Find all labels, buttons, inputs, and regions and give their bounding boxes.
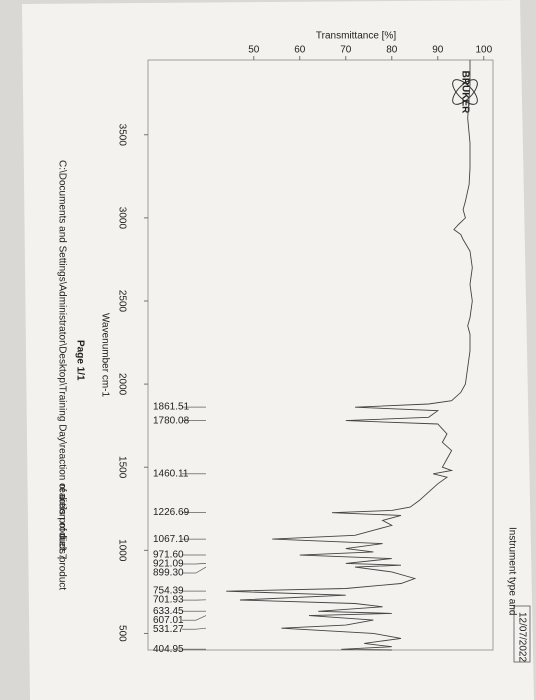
y-tick-label: 70 <box>340 45 352 56</box>
x-tick-label: 2000 <box>116 373 127 396</box>
peak-label: 1226.69 <box>153 507 190 518</box>
peak-label: 404.95 <box>153 644 184 655</box>
peak-leader <box>195 627 207 630</box>
file-path: C:\Documents and Settings\Administrator\… <box>56 160 67 560</box>
paper <box>22 0 534 700</box>
x-axis-label: Wavenumber cm-1 <box>99 313 110 398</box>
peak-leader <box>195 566 207 574</box>
x-tick-label: 2500 <box>116 290 127 313</box>
date-box <box>513 605 531 663</box>
peak-leader <box>195 563 207 565</box>
peak-label: 754.39 <box>153 586 184 597</box>
x-tick-label: 1500 <box>116 456 127 479</box>
y-tick-label: 80 <box>386 45 398 56</box>
peak-label: 1780.08 <box>153 415 190 426</box>
y-tick-label: 50 <box>248 45 260 56</box>
page-number: Page 1/1 <box>74 340 85 381</box>
axis-title: Transmittance [%] <box>316 31 396 42</box>
peak-label: 607.01 <box>153 615 184 626</box>
peak-label: 633.45 <box>153 606 184 617</box>
sample-name: reaction of diels product <box>56 484 67 590</box>
peak-label: 531.27 <box>153 624 184 635</box>
x-tick-label: 500 <box>116 625 127 642</box>
peak-label: 1460.11 <box>153 468 189 479</box>
peak-label: 1067.10 <box>153 534 190 545</box>
peak-leader <box>195 615 207 621</box>
logo-text: BRUKER <box>459 71 470 115</box>
peak-label: 1861.51 <box>153 402 190 413</box>
peak-label: 971.60 <box>153 550 184 561</box>
instrument: Instrument type and <box>506 527 517 615</box>
plot-frame <box>147 59 494 651</box>
y-tick-label: 100 <box>475 45 492 56</box>
spectrum-line <box>226 60 473 651</box>
logo-orbit <box>452 79 478 105</box>
x-tick-label: 3500 <box>116 124 127 147</box>
y-tick-label: 90 <box>432 45 444 56</box>
date: 12/07/2022 <box>516 612 527 662</box>
y-tick-label: 60 <box>294 45 306 56</box>
peak-label: 921.09 <box>153 559 184 570</box>
x-tick-label: 1000 <box>116 539 127 562</box>
x-tick-label: 3000 <box>116 207 127 230</box>
peak-label: 701.93 <box>153 595 184 606</box>
peak-label: 899.30 <box>153 568 184 579</box>
